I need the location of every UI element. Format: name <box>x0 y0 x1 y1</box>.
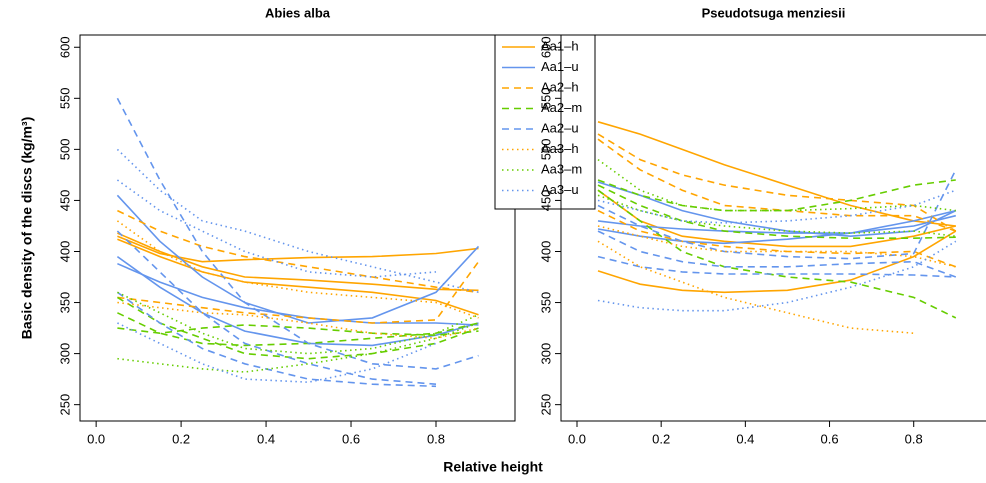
curve <box>597 209 957 268</box>
curve <box>597 225 956 268</box>
curve <box>597 255 956 278</box>
legend-label: Aa2–h <box>541 79 579 94</box>
y-axis-label: Basic density of the discs (kg/m³) <box>19 117 35 340</box>
y-tick-label: 450 <box>538 190 553 212</box>
legend-label: Aa2–m <box>541 100 582 115</box>
curve <box>597 240 957 312</box>
y-tick-label: 250 <box>538 394 553 416</box>
plot-frame <box>79 34 516 422</box>
curve <box>597 169 957 260</box>
curve <box>117 261 480 324</box>
curve <box>597 189 957 319</box>
y-tick-label: 350 <box>538 292 553 314</box>
y-tick-label: 300 <box>57 343 72 365</box>
curve <box>117 312 479 347</box>
panel-title: Pseudotsuga menziesii <box>702 5 846 20</box>
curve <box>597 230 957 278</box>
y-tick-label: 400 <box>538 241 553 263</box>
y-tick-label: 550 <box>57 87 72 109</box>
x-tick-label: 0.6 <box>342 431 360 446</box>
y-tick-label: 400 <box>57 241 72 263</box>
legend-label: Aa1–h <box>541 38 579 53</box>
curve <box>116 97 479 370</box>
curve <box>597 209 956 245</box>
curve <box>117 238 479 316</box>
plot-frame <box>560 34 986 422</box>
x-tick-label: 0.0 <box>568 431 586 446</box>
curve <box>116 220 479 319</box>
y-tick-label: 600 <box>57 36 72 58</box>
y-tick-label: 350 <box>57 292 72 314</box>
curve <box>597 121 956 227</box>
curve <box>597 181 957 238</box>
curve <box>117 324 479 337</box>
legend-label: Aa3–h <box>541 141 579 156</box>
legend-box <box>494 34 596 210</box>
legend-label: Aa2–u <box>541 120 579 135</box>
x-tick-label: 0.4 <box>257 431 275 446</box>
curve <box>116 291 437 388</box>
plot <box>116 97 480 388</box>
curve <box>597 133 957 232</box>
y-tick-label: 300 <box>538 343 553 365</box>
x-tick-label: 0.8 <box>905 431 923 446</box>
curve <box>117 232 479 292</box>
x-tick-label: 0.4 <box>736 431 754 446</box>
curve <box>597 184 956 239</box>
curve <box>597 179 956 212</box>
x-tick-label: 0.6 <box>820 431 838 446</box>
y-tick-label: 550 <box>538 87 553 109</box>
panel-title: Abies alba <box>265 5 331 20</box>
legend-label: Aa1–u <box>541 59 579 74</box>
y-tick-label: 450 <box>57 190 72 212</box>
y-tick-label: 600 <box>538 36 553 58</box>
x-axis-label: Relative height <box>443 459 543 475</box>
y-tick-label: 500 <box>538 139 553 161</box>
curve <box>116 230 437 385</box>
x-tick-label: 0.8 <box>427 431 445 446</box>
curve <box>116 296 479 360</box>
curve <box>597 189 957 224</box>
curve <box>597 158 956 212</box>
curve <box>117 322 479 373</box>
legend-label: Aa3–u <box>541 182 579 197</box>
y-tick-label: 500 <box>57 139 72 161</box>
curve <box>117 262 479 326</box>
y-tick-label: 250 <box>57 394 72 416</box>
curve <box>597 240 914 334</box>
curve <box>117 301 479 340</box>
curve <box>116 148 479 294</box>
curve <box>597 230 957 294</box>
x-tick-label: 0.2 <box>652 431 670 446</box>
x-tick-label: 0.2 <box>172 431 190 446</box>
plot <box>597 121 957 334</box>
legend-label: Aa3–m <box>541 161 582 176</box>
curve <box>117 291 479 355</box>
x-tick-label: 0.0 <box>87 431 105 446</box>
